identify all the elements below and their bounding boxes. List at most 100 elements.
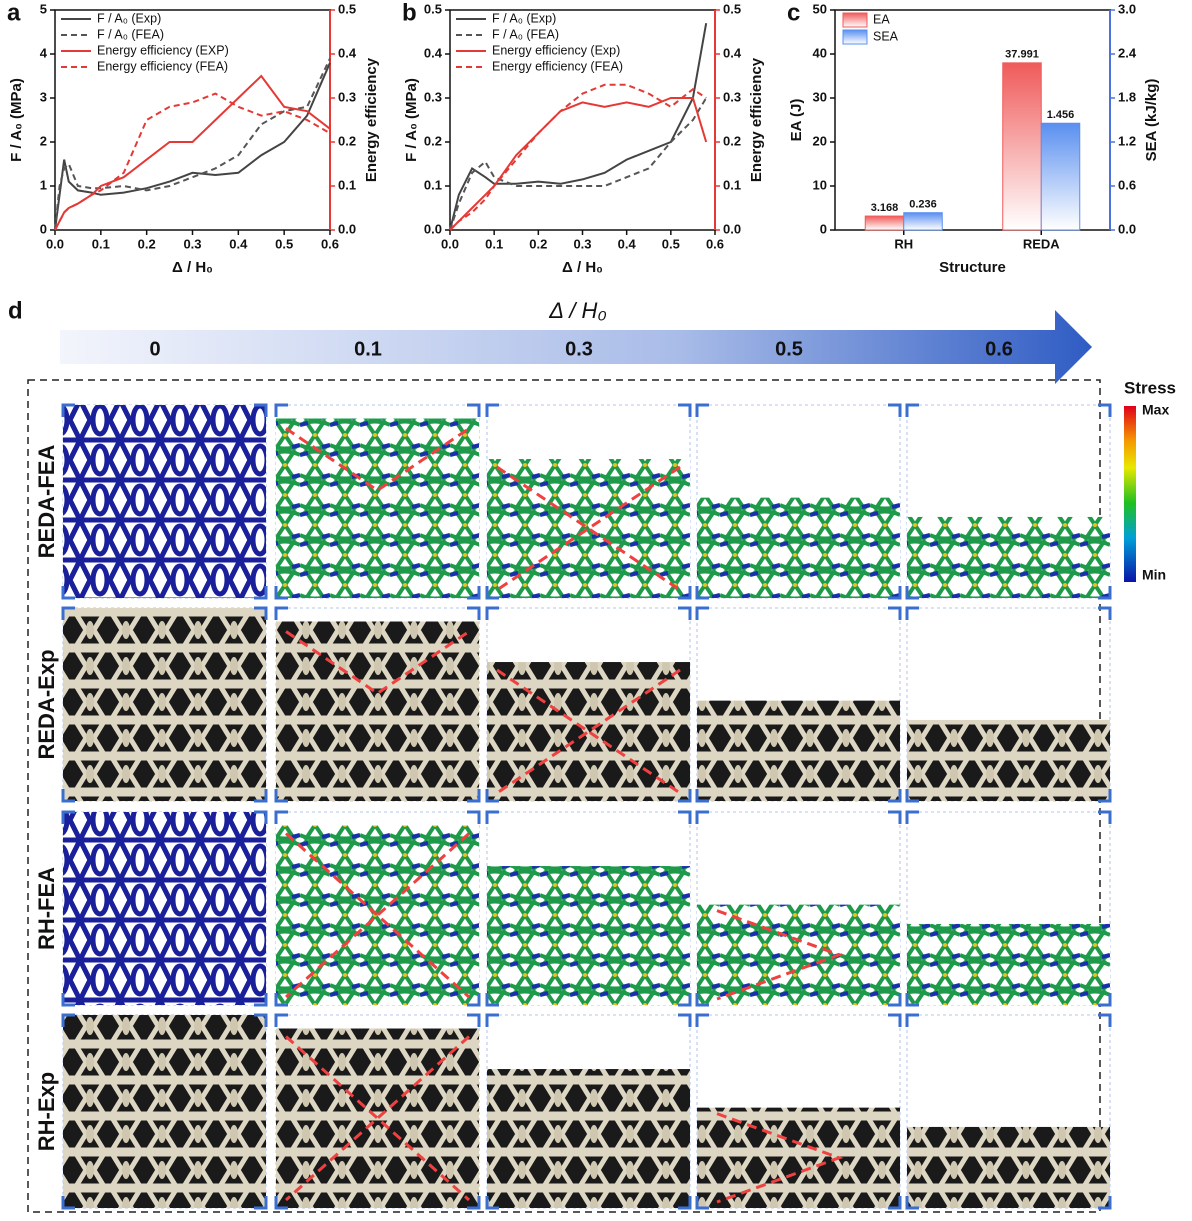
y-axis-label: F / A₀ (MPa) bbox=[8, 78, 25, 162]
y2-tick-label: 0.0 bbox=[338, 221, 356, 236]
y-tick-label: 0.1 bbox=[424, 177, 442, 192]
fea-image bbox=[63, 405, 266, 598]
legend-label: F / A₀ (FEA) bbox=[97, 27, 164, 41]
y2-tick-label: 1.2 bbox=[1118, 133, 1136, 148]
bar bbox=[1003, 63, 1042, 230]
y2-axis-label: SEA (kJ/kg) bbox=[1143, 79, 1160, 162]
legend-label: EA bbox=[873, 12, 890, 26]
x-tick-label: 0.4 bbox=[229, 236, 248, 251]
x-tick-label: REDA bbox=[1023, 236, 1060, 251]
x-tick-label: 0.4 bbox=[618, 236, 637, 251]
arrow-title: Δ / H₀ bbox=[548, 298, 606, 323]
fea-image bbox=[487, 866, 690, 1005]
fea-image bbox=[907, 924, 1110, 1005]
y-axis-label: F / A₀ (MPa) bbox=[403, 78, 420, 162]
y2-tick-label: 0.1 bbox=[338, 177, 356, 192]
y2-tick-label: 0.5 bbox=[723, 1, 741, 16]
strain-label: 0 bbox=[149, 338, 160, 360]
bar bbox=[865, 216, 904, 230]
y2-tick-label: 0.3 bbox=[338, 89, 356, 104]
x-axis-label: Δ / H₀ bbox=[172, 259, 213, 276]
x-tick-label: 0.5 bbox=[275, 236, 293, 251]
series-line bbox=[55, 94, 330, 230]
strain-label: 0.1 bbox=[354, 338, 382, 360]
x-tick-label: 0.1 bbox=[485, 236, 503, 251]
x-tick-label: 0.2 bbox=[138, 236, 156, 251]
photo-image bbox=[697, 701, 900, 801]
legend-label: Energy efficiency (EXP) bbox=[97, 43, 229, 57]
series-line bbox=[55, 58, 330, 230]
y-tick-label: 4 bbox=[40, 45, 48, 60]
panel-label: c bbox=[787, 0, 800, 26]
colorbar bbox=[1124, 406, 1136, 582]
panel-label: a bbox=[7, 0, 21, 26]
panel-label: b bbox=[402, 0, 417, 26]
fea-image bbox=[907, 517, 1110, 598]
row-label: RH-FEA bbox=[34, 867, 59, 950]
colorbar-min: Min bbox=[1142, 567, 1166, 583]
x-tick-label: RH bbox=[894, 236, 913, 251]
legend-label: F / A₀ (FEA) bbox=[492, 27, 559, 41]
photo-image bbox=[63, 608, 266, 801]
row-label: REDA-FEA bbox=[34, 445, 59, 559]
colorbar-title: Stress bbox=[1124, 378, 1176, 397]
panel-label: d bbox=[8, 297, 23, 324]
y2-tick-label: 0.1 bbox=[723, 177, 741, 192]
legend-label: F / A₀ (Exp) bbox=[492, 11, 556, 25]
value-label: 37.991 bbox=[1005, 49, 1039, 61]
strain-label: 0.5 bbox=[775, 338, 803, 360]
row-label: REDA-Exp bbox=[34, 649, 59, 759]
x-tick-label: 0.1 bbox=[92, 236, 110, 251]
legend-label: SEA bbox=[873, 29, 899, 43]
y2-tick-label: 2.4 bbox=[1118, 45, 1137, 60]
x-tick-label: 0.6 bbox=[706, 236, 724, 251]
y2-tick-label: 3.0 bbox=[1118, 1, 1136, 16]
series-line bbox=[55, 63, 330, 230]
y-tick-label: 5 bbox=[40, 1, 47, 16]
y-tick-label: 0.2 bbox=[424, 133, 442, 148]
fea-image bbox=[276, 419, 479, 598]
legend-label: F / A₀ (Exp) bbox=[97, 11, 161, 25]
series-line bbox=[450, 98, 706, 230]
y2-axis-label: Energy efficiency bbox=[748, 57, 765, 182]
photo-image bbox=[63, 1015, 266, 1208]
x-axis-label: Δ / H₀ bbox=[562, 259, 603, 276]
y-tick-label: 20 bbox=[813, 133, 827, 148]
value-label: 1.456 bbox=[1047, 109, 1075, 121]
y-tick-label: 1 bbox=[40, 177, 47, 192]
photo-image bbox=[276, 622, 479, 801]
y-tick-label: 10 bbox=[813, 177, 827, 192]
y-tick-label: 30 bbox=[813, 89, 827, 104]
photo-image bbox=[697, 1108, 900, 1208]
y2-tick-label: 0.3 bbox=[723, 89, 741, 104]
y-tick-label: 3 bbox=[40, 89, 47, 104]
fea-image bbox=[697, 905, 900, 1005]
x-axis-label: Structure bbox=[939, 259, 1006, 276]
row-label: RH-Exp bbox=[34, 1072, 59, 1151]
colorbar-max: Max bbox=[1142, 402, 1169, 418]
y-axis-label: EA (J) bbox=[788, 99, 805, 142]
y-tick-label: 0.4 bbox=[424, 45, 443, 60]
fea-image bbox=[63, 812, 266, 1005]
series-line bbox=[450, 98, 706, 230]
y2-tick-label: 0.2 bbox=[723, 133, 741, 148]
photo-image bbox=[487, 1069, 690, 1208]
value-label: 3.168 bbox=[871, 202, 899, 214]
legend-swatch bbox=[843, 30, 867, 44]
photo-image bbox=[907, 1127, 1110, 1208]
y-tick-label: 0 bbox=[820, 221, 827, 236]
strain-label: 0.6 bbox=[985, 338, 1013, 360]
x-tick-label: 0.3 bbox=[183, 236, 201, 251]
y2-tick-label: 0.5 bbox=[338, 1, 356, 16]
legend-label: Energy efficiency (FEA) bbox=[97, 59, 228, 73]
fea-image bbox=[697, 498, 900, 598]
legend-label: Energy efficiency (Exp) bbox=[492, 43, 620, 57]
y-tick-label: 2 bbox=[40, 133, 47, 148]
x-tick-label: 0.0 bbox=[46, 236, 64, 251]
series-line bbox=[450, 85, 706, 230]
y-tick-label: 0 bbox=[40, 221, 47, 236]
y-tick-label: 40 bbox=[813, 45, 827, 60]
y2-tick-label: 0.4 bbox=[338, 45, 357, 60]
bar bbox=[904, 213, 943, 230]
series-line bbox=[55, 76, 330, 230]
